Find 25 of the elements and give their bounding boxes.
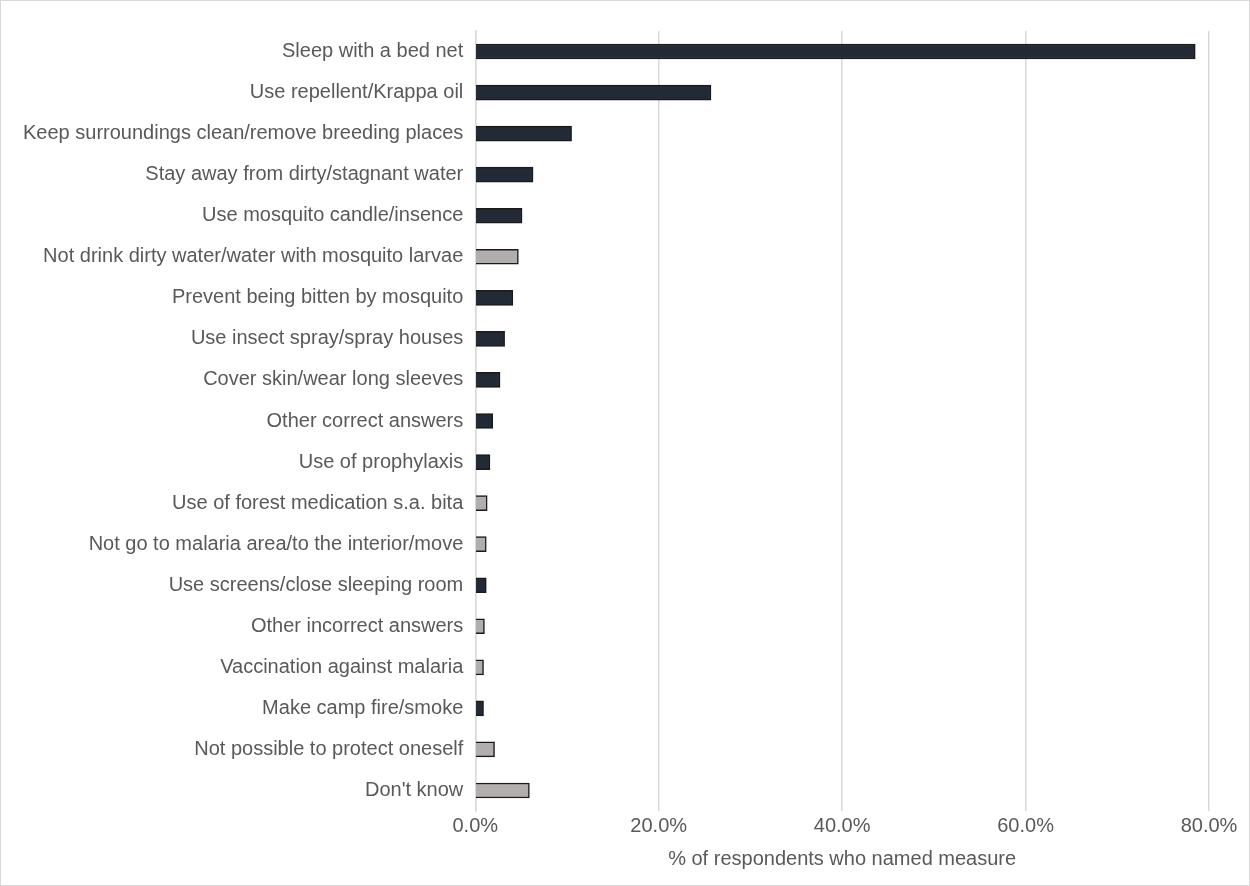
y-tick-label: Cover skin/wear long sleeves	[203, 367, 464, 390]
y-tick-label: Use insect spray/spray houses	[190, 326, 464, 349]
y-tick-label: Use of prophylaxis	[298, 449, 464, 472]
y-tick-label: Vaccination against malaria	[220, 654, 465, 677]
y-tick-label: Use screens/close sleeping room	[168, 572, 464, 595]
y-tick-label: Use mosquito candle/insence	[202, 203, 464, 226]
y-tick-label: Sleep with a bed net	[282, 39, 464, 62]
x-axis-title: % of respondents who named measure	[668, 846, 1017, 869]
y-tick-label: Stay away from dirty/stagnant water	[145, 162, 464, 185]
y-tick-label: Prevent being bitten by mosquito	[171, 285, 464, 308]
y-tick-label: Keep surroundings clean/remove breeding places	[22, 121, 464, 144]
x-tick-label: 80.0%	[1180, 813, 1238, 836]
x-tick-label: 20.0%	[630, 813, 688, 836]
y-tick-label: Use of forest medication s.a. bita	[172, 490, 465, 513]
y-tick-label: Don't know	[364, 777, 464, 800]
x-tick-label: 60.0%	[997, 813, 1055, 836]
x-tick-label: 0.0%	[452, 813, 499, 836]
y-tick-label: Use repellent/Krappa oil	[249, 80, 464, 103]
y-tick-label: Other correct answers	[266, 408, 464, 431]
y-tick-label: Other incorrect answers	[250, 613, 464, 636]
x-tick-label: 40.0%	[813, 813, 871, 836]
y-tick-label: Not possible to protect oneself	[194, 736, 464, 759]
y-tick-label: Make camp fire/smoke	[262, 695, 464, 718]
y-tick-label: Not go to malaria area/to the interior/move	[88, 531, 464, 554]
y-tick-label: Not drink dirty water/water with mosquito larvae	[43, 244, 464, 267]
